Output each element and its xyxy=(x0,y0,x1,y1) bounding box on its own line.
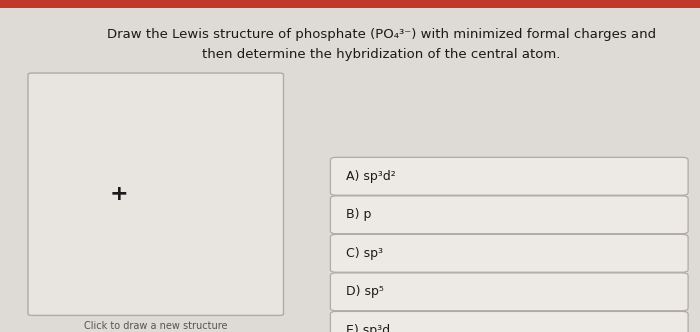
Text: B) p: B) p xyxy=(346,208,372,221)
FancyBboxPatch shape xyxy=(330,196,688,234)
Text: A) sp³d²: A) sp³d² xyxy=(346,170,396,183)
FancyBboxPatch shape xyxy=(28,73,284,315)
Bar xyxy=(0,0,700,8)
Text: then determine the hybridization of the central atom.: then determine the hybridization of the … xyxy=(202,48,561,61)
FancyBboxPatch shape xyxy=(330,311,688,332)
FancyBboxPatch shape xyxy=(330,157,688,195)
Text: +: + xyxy=(109,184,128,204)
FancyBboxPatch shape xyxy=(330,234,688,272)
FancyBboxPatch shape xyxy=(330,273,688,311)
Text: D) sp⁵: D) sp⁵ xyxy=(346,285,384,298)
Text: C) sp³: C) sp³ xyxy=(346,247,384,260)
Text: E) sp³d: E) sp³d xyxy=(346,324,391,332)
Text: Click to draw a new structure: Click to draw a new structure xyxy=(84,321,228,331)
Text: Draw the Lewis structure of phosphate (PO₄³⁻) with minimized formal charges and: Draw the Lewis structure of phosphate (P… xyxy=(107,28,656,42)
